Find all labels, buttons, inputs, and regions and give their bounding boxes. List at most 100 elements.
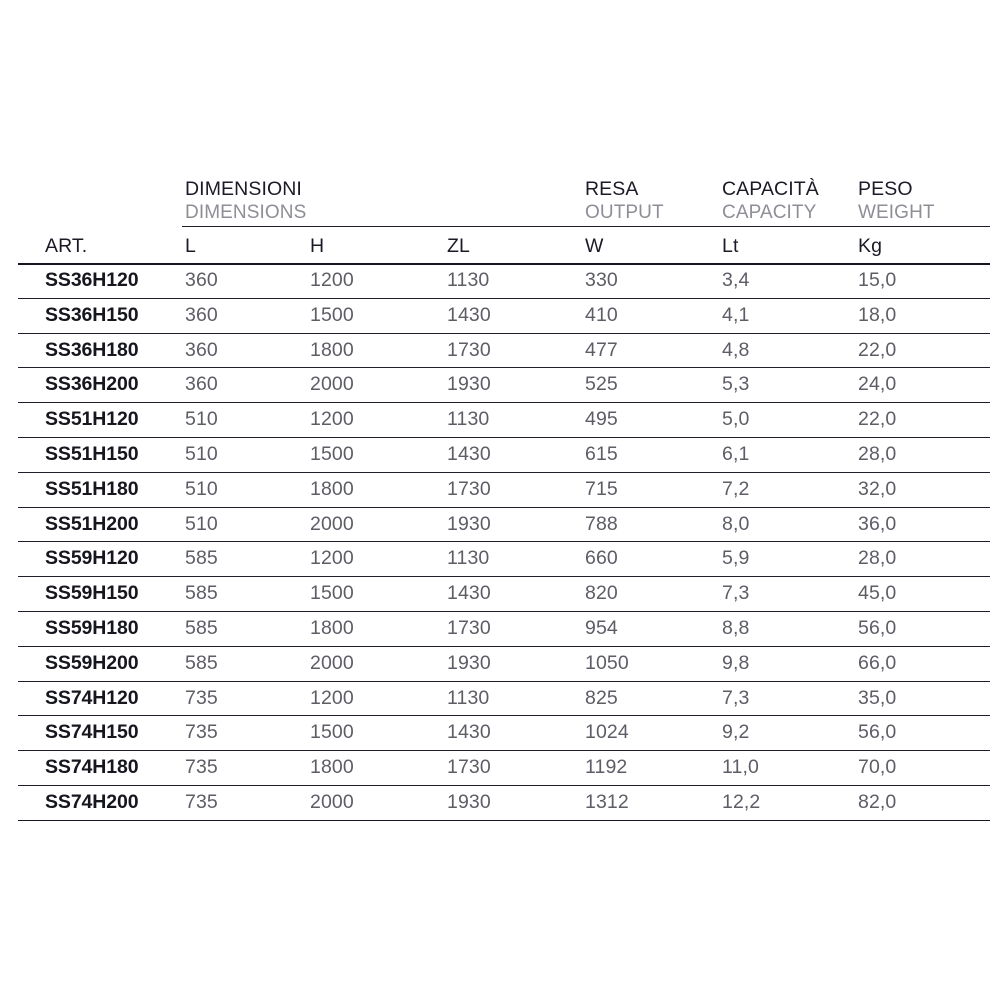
cell-l: 510 xyxy=(185,408,218,431)
cell-kg: 28,0 xyxy=(858,547,897,570)
cell-w: 954 xyxy=(585,617,618,639)
cell-h: 1500 xyxy=(310,443,354,465)
table-bottom-border xyxy=(18,819,990,822)
cell-kg: 24,0 xyxy=(858,373,897,396)
cell-l: 735 xyxy=(185,721,218,744)
cell-zl: 1430 xyxy=(447,443,491,465)
cell-l: 510 xyxy=(185,443,218,465)
table-row[interactable]: SS36H120 360 1200 1130 330 3,4 15,0 xyxy=(0,263,1000,298)
row-divider xyxy=(18,715,990,717)
cell-h: 1800 xyxy=(310,477,354,500)
column-group-output: RESA OUTPUT xyxy=(585,179,664,221)
cell-h: 2000 xyxy=(310,651,354,674)
table-row[interactable]: SS74H120 735 1200 1130 825 7,3 35,0 xyxy=(0,681,1000,716)
cell-zl: 1130 xyxy=(447,408,490,431)
cell-w: 525 xyxy=(585,373,618,396)
column-group-capacity: CAPACITÀ CAPACITY xyxy=(722,179,819,223)
cell-kg: 82,0 xyxy=(858,791,897,813)
cell-w: 660 xyxy=(585,547,618,570)
cell-l: 585 xyxy=(185,651,218,674)
table-row[interactable]: SS36H200 360 2000 1930 525 5,3 24,0 xyxy=(0,367,1000,402)
cell-h: 1800 xyxy=(310,338,354,361)
table-row[interactable]: SS59H150 585 1500 1430 820 7,3 45,0 xyxy=(0,576,1000,611)
cell-article-code: SS51H150 xyxy=(45,443,139,465)
cell-l: 735 xyxy=(185,756,218,779)
cell-lt: 8,0 xyxy=(722,512,750,535)
cell-lt: 5,0 xyxy=(722,408,750,431)
table-row[interactable]: SS74H180 735 1800 1730 1192 11,0 70,0 xyxy=(0,750,1000,785)
table-row[interactable]: SS59H200 585 2000 1930 1050 9,8 66,0 xyxy=(0,646,1000,681)
row-divider xyxy=(18,332,990,334)
cell-zl: 1730 xyxy=(447,338,491,361)
cell-lt: 6,1 xyxy=(722,443,750,465)
cell-kg: 28,0 xyxy=(858,443,897,465)
cell-article-code: SS74H120 xyxy=(45,686,139,709)
cell-lt: 7,3 xyxy=(722,686,750,709)
group-label-en: DIMENSIONS xyxy=(185,201,307,223)
group-header-divider xyxy=(182,226,990,227)
table-row[interactable]: SS36H180 360 1800 1730 477 4,8 22,0 xyxy=(0,333,1000,368)
cell-article-code: SS59H200 xyxy=(45,651,139,674)
cell-article-code: SS59H120 xyxy=(45,547,139,570)
group-label-en: CAPACITY xyxy=(722,201,817,223)
cell-article-code: SS59H180 xyxy=(45,617,139,639)
cell-w: 1192 xyxy=(585,756,628,779)
row-divider xyxy=(18,750,990,752)
cell-w: 1024 xyxy=(585,721,629,744)
table-row[interactable]: SS36H150 360 1500 1430 410 4,1 18,0 xyxy=(0,298,1000,333)
cell-h: 1200 xyxy=(310,408,354,431)
cell-h: 1200 xyxy=(310,686,354,709)
row-divider xyxy=(18,437,990,438)
cell-h: 1500 xyxy=(310,721,354,744)
cell-w: 1050 xyxy=(585,651,629,674)
group-label-it: PESO xyxy=(858,178,913,200)
table-row[interactable]: SS51H180 510 1800 1730 715 7,2 32,0 xyxy=(0,472,1000,507)
cell-l: 735 xyxy=(185,791,218,813)
cell-w: 1312 xyxy=(585,791,629,813)
cell-article-code: SS36H120 xyxy=(45,269,139,291)
column-header-kg: Kg xyxy=(858,235,883,257)
table-row[interactable]: SS51H120 510 1200 1130 495 5,0 22,0 xyxy=(0,402,1000,437)
cell-zl: 1930 xyxy=(447,373,491,396)
cell-zl: 1730 xyxy=(447,477,491,500)
cell-lt: 12,2 xyxy=(722,791,761,813)
cell-l: 360 xyxy=(185,303,218,326)
column-header-lt: Lt xyxy=(722,235,739,257)
cell-lt: 11,0 xyxy=(722,756,759,779)
cell-zl: 1730 xyxy=(447,756,491,779)
cell-l: 510 xyxy=(185,512,218,535)
cell-w: 825 xyxy=(585,686,618,709)
column-header-zl: ZL xyxy=(447,235,470,257)
table-row[interactable]: SS51H200 510 2000 1930 788 8,0 36,0 xyxy=(0,507,1000,542)
cell-article-code: SS74H200 xyxy=(45,791,139,813)
cell-zl: 1430 xyxy=(447,582,491,605)
table-row[interactable]: SS74H200 735 2000 1930 1312 12,2 82,0 xyxy=(0,785,1000,820)
cell-l: 360 xyxy=(185,373,218,396)
cell-w: 788 xyxy=(585,512,618,535)
cell-kg: 45,0 xyxy=(858,582,897,605)
cell-h: 1200 xyxy=(310,547,354,570)
cell-lt: 5,3 xyxy=(722,373,750,396)
column-group-dimensions: DIMENSIONI DIMENSIONS xyxy=(185,179,307,223)
row-divider xyxy=(18,541,990,543)
cell-kg: 35,0 xyxy=(858,686,897,709)
cell-w: 330 xyxy=(585,269,618,291)
cell-h: 1200 xyxy=(310,269,354,291)
cell-zl: 1130 xyxy=(447,547,490,570)
cell-article-code: SS51H120 xyxy=(45,408,139,431)
table-row[interactable]: SS59H180 585 1800 1730 954 8,8 56,0 xyxy=(0,611,1000,646)
cell-article-code: SS74H150 xyxy=(45,721,139,744)
column-group-weight: PESO WEIGHT xyxy=(858,178,935,221)
cell-zl: 1930 xyxy=(447,512,491,535)
cell-zl: 1930 xyxy=(447,791,491,813)
table-row[interactable]: SS59H120 585 1200 1130 660 5,9 28,0 xyxy=(0,541,1000,576)
cell-article-code: SS36H150 xyxy=(45,303,139,326)
table-row[interactable]: SS74H150 735 1500 1430 1024 9,2 56,0 xyxy=(0,715,1000,750)
cell-kg: 32,0 xyxy=(858,477,897,500)
cell-w: 715 xyxy=(585,477,618,500)
row-divider xyxy=(18,471,990,473)
cell-kg: 22,0 xyxy=(858,338,897,361)
cell-kg: 36,0 xyxy=(858,512,897,535)
table-row[interactable]: SS51H150 510 1500 1430 615 6,1 28,0 xyxy=(0,437,1000,472)
